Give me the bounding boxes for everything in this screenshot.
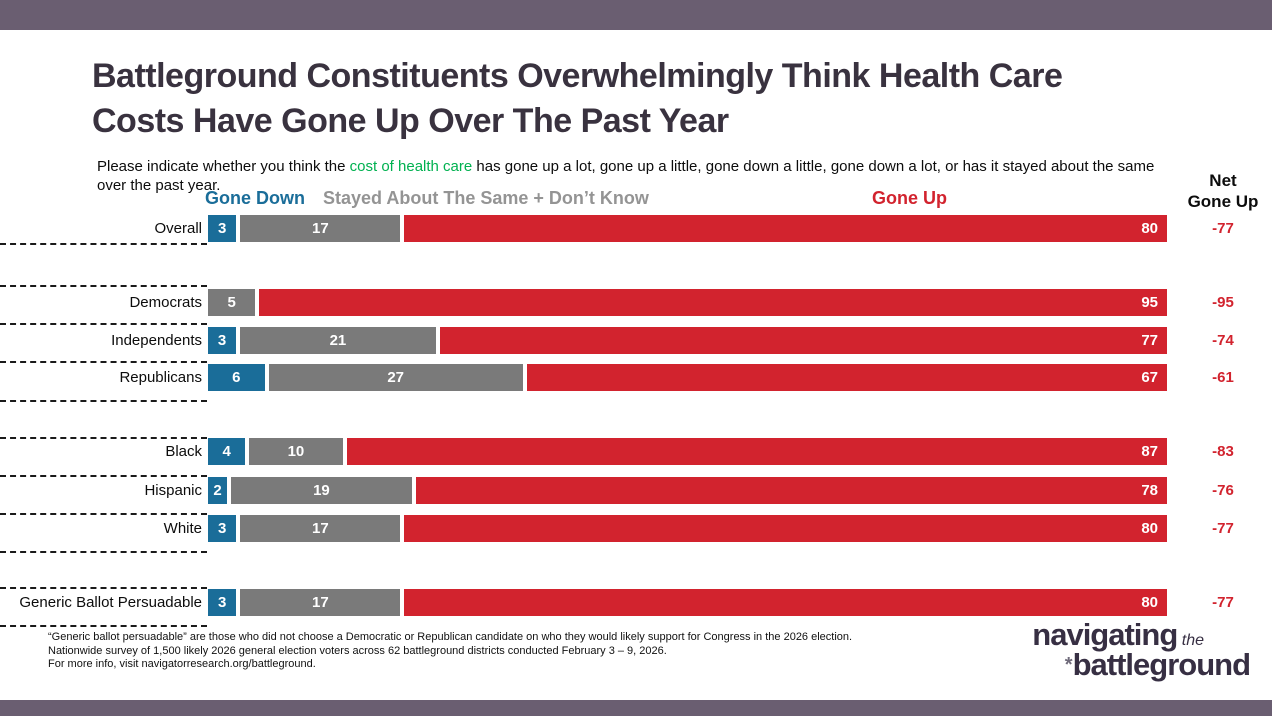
group-divider-dashed-line bbox=[0, 625, 207, 627]
segment-up-overall: 80 bbox=[404, 215, 1167, 242]
bar-row-republicans: Republicans 6 27 67 -61 bbox=[0, 364, 1272, 391]
bar-row-hispanic: Hispanic 2 19 78 -76 bbox=[0, 477, 1272, 504]
segment-stay-republicans: 27 bbox=[268, 364, 523, 391]
bar-segments: 3 21 77 bbox=[208, 327, 1167, 354]
group-divider-dashed-line bbox=[0, 323, 207, 325]
bar-segments: 5 95 bbox=[208, 289, 1167, 316]
net-gone-up-header: Net Gone Up bbox=[1178, 170, 1268, 212]
net-gone-up-value: -76 bbox=[1212, 482, 1234, 499]
bar-row-white: White 3 17 80 -77 bbox=[0, 515, 1272, 542]
logo-word-battleground: battleground bbox=[1072, 647, 1251, 682]
survey-question: Please indicate whether you think the co… bbox=[97, 157, 1177, 195]
group-divider-dashed-line bbox=[0, 475, 207, 477]
top-accent-bar bbox=[0, 0, 1272, 30]
segment-up-hispanic: 78 bbox=[415, 477, 1167, 504]
stacked-bar-chart: Overall 3 17 80 -77 Democrats 5 95 -95 Independen… bbox=[0, 214, 1272, 634]
category-label: Black bbox=[165, 443, 202, 460]
net-header-line1: Net bbox=[1209, 171, 1237, 190]
survey-question-highlight: cost of health care bbox=[349, 158, 473, 175]
legend-gone-down: Gone Down bbox=[205, 188, 305, 208]
group-divider-dashed-line bbox=[0, 587, 207, 589]
logo-word-navigating: navigating bbox=[1032, 617, 1178, 652]
group-divider-dashed-line bbox=[0, 400, 207, 402]
logo-word-the: the bbox=[1181, 632, 1204, 649]
survey-question-pre: Please indicate whether you think the bbox=[97, 158, 350, 175]
page-title-line2: Costs Have Gone Up Over The Past Year bbox=[92, 102, 729, 140]
segment-stay-independents: 21 bbox=[239, 327, 436, 354]
group-divider-dashed-line bbox=[0, 513, 207, 515]
segment-stay-overall: 17 bbox=[240, 215, 401, 242]
survey-question-post: has gone up a lot, gone up a little, gon… bbox=[97, 158, 1155, 194]
segment-stay-black: 10 bbox=[249, 438, 343, 465]
category-label: Democrats bbox=[129, 294, 202, 311]
net-gone-up-value: -77 bbox=[1212, 594, 1234, 611]
segment-down-overall: 3 bbox=[208, 215, 237, 242]
bar-row-independents: Independents 3 21 77 -74 bbox=[0, 327, 1272, 354]
net-gone-up-value: -83 bbox=[1212, 443, 1234, 460]
navigating-the-battleground-logo: navigating the *battleground bbox=[950, 617, 1251, 683]
bar-segments: 3 17 80 bbox=[208, 589, 1167, 616]
net-gone-up-value: -74 bbox=[1212, 332, 1234, 349]
net-gone-up-value: -61 bbox=[1212, 369, 1234, 386]
footnote: “Generic ballot persuadable” are those w… bbox=[48, 631, 853, 643]
net-header-line2: Gone Up bbox=[1187, 192, 1259, 211]
bar-row-overall: Overall 3 17 80 -77 bbox=[0, 215, 1272, 242]
segment-down-white: 3 bbox=[208, 515, 237, 542]
bar-segments: 3 17 80 bbox=[208, 215, 1167, 242]
segment-stay-white: 17 bbox=[240, 515, 401, 542]
segment-down-independents: 3 bbox=[208, 327, 236, 354]
bar-segments: 4 10 87 bbox=[208, 438, 1167, 465]
segment-up-white: 80 bbox=[404, 515, 1167, 542]
logo-asterisk-icon: * bbox=[1064, 654, 1073, 676]
page-title-line1: Battleground Constituents Overwhelmingly… bbox=[92, 57, 1063, 95]
segment-down-republicans: 6 bbox=[208, 364, 265, 391]
segment-down-hispanic: 2 bbox=[208, 477, 228, 504]
footnote: For more info, visit navigatorresearch.o… bbox=[48, 658, 316, 670]
group-divider-dashed-line bbox=[0, 437, 207, 439]
net-gone-up-value: -77 bbox=[1212, 220, 1234, 237]
logo-line2: *battleground bbox=[950, 647, 1251, 683]
category-label: Republicans bbox=[119, 369, 202, 386]
group-divider-dashed-line bbox=[0, 551, 207, 553]
segment-down-generic-ballot-persuadable: 3 bbox=[208, 589, 237, 616]
category-label: White bbox=[163, 520, 202, 537]
legend-gone-up: Gone Up bbox=[872, 188, 947, 208]
category-label: Hispanic bbox=[144, 482, 202, 499]
segment-up-republicans: 67 bbox=[526, 364, 1167, 391]
bar-segments: 6 27 67 bbox=[208, 364, 1167, 391]
group-divider-dashed-line bbox=[0, 285, 207, 287]
category-label: Independents bbox=[111, 332, 202, 349]
bar-segments: 3 17 80 bbox=[208, 515, 1167, 542]
bar-row-black: Black 4 10 87 -83 bbox=[0, 438, 1272, 465]
bar-row-generic-ballot-persuadable: Generic Ballot Persuadable 3 17 80 -77 bbox=[0, 589, 1272, 616]
footnotes: “Generic ballot persuadable” are those w… bbox=[48, 631, 903, 672]
segment-down-black: 4 bbox=[208, 438, 246, 465]
segment-up-democrats: 95 bbox=[259, 289, 1167, 316]
footnote: Nationwide survey of 1,500 likely 2026 g… bbox=[48, 644, 667, 657]
segment-stay-hispanic: 19 bbox=[231, 477, 412, 504]
segment-up-black: 87 bbox=[346, 438, 1167, 465]
segment-up-generic-ballot-persuadable: 80 bbox=[404, 589, 1167, 616]
segment-stay-democrats: 5 bbox=[208, 289, 256, 316]
category-label: Overall bbox=[154, 220, 202, 237]
legend-stayed-same: Stayed About The Same + Don’t Know bbox=[323, 188, 649, 208]
group-divider-dashed-line bbox=[0, 243, 207, 245]
net-gone-up-value: -95 bbox=[1212, 294, 1234, 311]
bottom-accent-bar bbox=[0, 700, 1272, 716]
segment-up-independents: 77 bbox=[439, 327, 1167, 354]
page-title: Battleground Constituents Overwhelmingly… bbox=[92, 54, 1232, 144]
net-gone-up-value: -77 bbox=[1212, 520, 1234, 537]
bar-row-democrats: Democrats 5 95 -95 bbox=[0, 289, 1272, 316]
logo-line1: navigating the bbox=[950, 617, 1204, 653]
segment-stay-generic-ballot-persuadable: 17 bbox=[240, 589, 401, 616]
category-label: Generic Ballot Persuadable bbox=[19, 594, 202, 611]
group-divider-dashed-line bbox=[0, 361, 207, 363]
bar-segments: 2 19 78 bbox=[208, 477, 1167, 504]
